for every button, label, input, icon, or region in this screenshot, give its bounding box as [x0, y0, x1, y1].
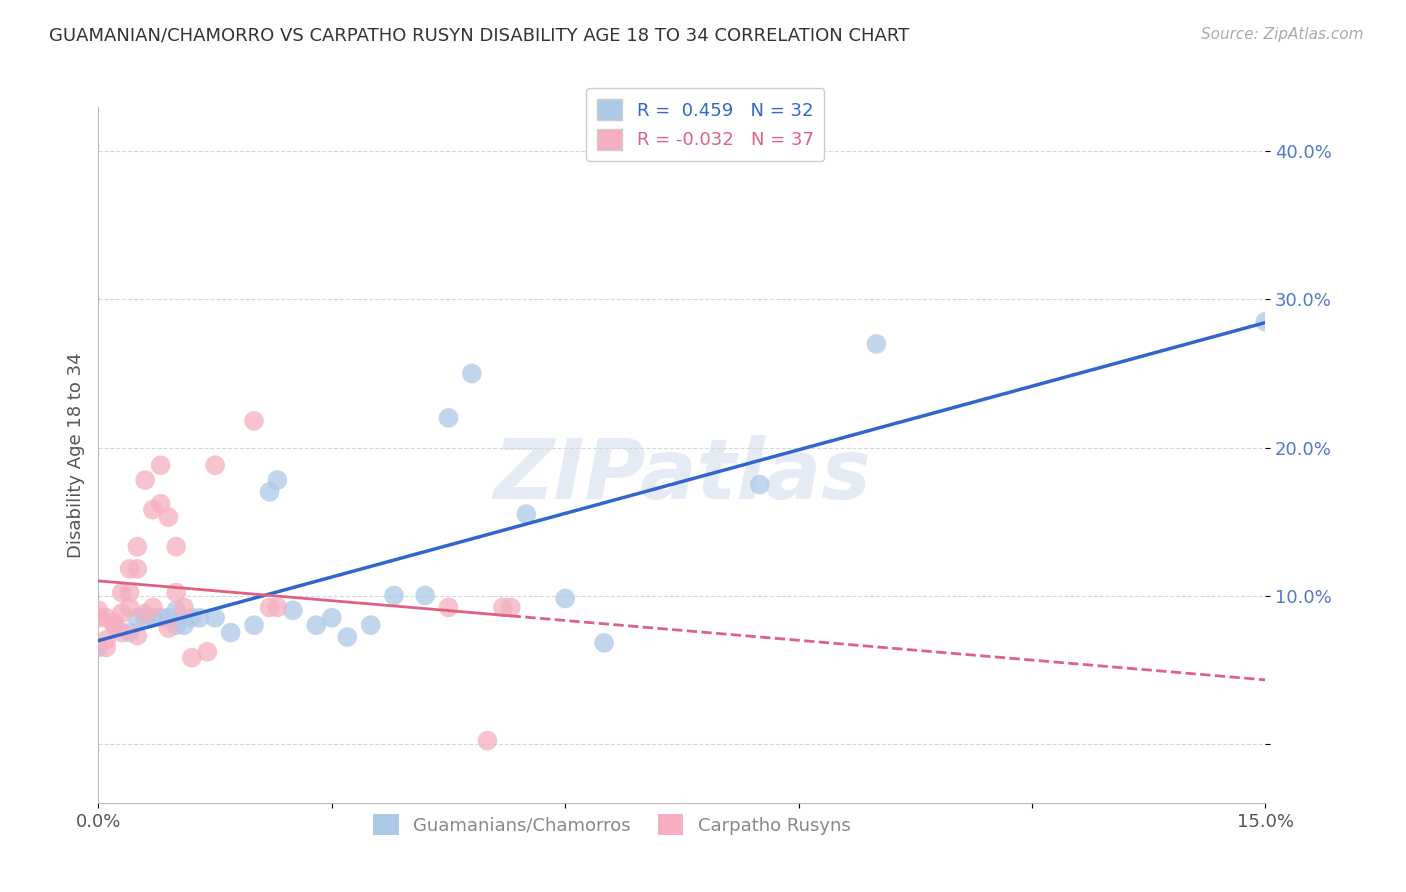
Point: [149, 458, 172, 473]
Text: GUAMANIAN/CHAMORRO VS CARPATHO RUSYN DISABILITY AGE 18 TO 34 CORRELATION CHART: GUAMANIAN/CHAMORRO VS CARPATHO RUSYN DIS…: [49, 27, 910, 45]
Point: [305, 618, 328, 632]
Point: [204, 458, 226, 473]
Point: [243, 618, 266, 632]
Text: Source: ZipAtlas.com: Source: ZipAtlas.com: [1201, 27, 1364, 42]
Text: ZIPatlas: ZIPatlas: [494, 435, 870, 516]
Point: [336, 630, 359, 644]
Point: [748, 477, 770, 491]
Point: [360, 618, 382, 632]
Point: [118, 600, 141, 615]
Point: [127, 628, 149, 642]
Point: [188, 611, 211, 625]
Point: [492, 600, 515, 615]
Point: [477, 733, 499, 747]
Point: [195, 645, 218, 659]
Point: [118, 562, 141, 576]
Point: [437, 600, 460, 615]
Point: [165, 585, 187, 599]
Point: [259, 600, 281, 615]
Point: [127, 562, 149, 576]
Point: [118, 585, 141, 599]
Point: [321, 611, 343, 625]
Point: [165, 618, 187, 632]
Point: [499, 600, 522, 615]
Point: [142, 600, 165, 615]
Point: [142, 611, 165, 625]
Point: [243, 414, 266, 428]
Point: [87, 603, 110, 617]
Point: [111, 625, 134, 640]
Point: [134, 473, 156, 487]
Point: [111, 607, 134, 621]
Point: [180, 611, 202, 625]
Point: [437, 411, 460, 425]
Point: [149, 611, 172, 625]
Point: [593, 636, 616, 650]
Point: [118, 625, 141, 640]
Point: [204, 611, 226, 625]
Point: [111, 585, 134, 599]
Point: [149, 497, 172, 511]
Point: [382, 589, 405, 603]
Point: [219, 625, 242, 640]
Point: [142, 502, 165, 516]
Point: [157, 510, 180, 524]
Point: [173, 600, 195, 615]
Point: [103, 618, 125, 632]
Point: [87, 611, 110, 625]
Point: [281, 603, 304, 617]
Point: [127, 540, 149, 554]
Point: [413, 589, 436, 603]
Point: [165, 540, 187, 554]
Point: [266, 600, 288, 615]
Point: [173, 618, 195, 632]
Point: [554, 591, 576, 606]
Point: [103, 615, 125, 630]
Point: [865, 337, 887, 351]
Point: [180, 650, 202, 665]
Y-axis label: Disability Age 18 to 34: Disability Age 18 to 34: [66, 352, 84, 558]
Point: [461, 367, 484, 381]
Point: [157, 611, 180, 625]
Point: [96, 640, 118, 655]
Point: [157, 621, 180, 635]
Point: [134, 607, 156, 621]
Point: [165, 603, 187, 617]
Point: [1254, 315, 1277, 329]
Point: [515, 507, 537, 521]
Point: [87, 640, 110, 655]
Legend: Guamanians/Chamorros, Carpatho Rusyns: Guamanians/Chamorros, Carpatho Rusyns: [366, 807, 858, 842]
Point: [266, 473, 288, 487]
Point: [96, 611, 118, 625]
Point: [134, 611, 156, 625]
Point: [127, 611, 149, 625]
Point: [96, 632, 118, 647]
Point: [259, 484, 281, 499]
